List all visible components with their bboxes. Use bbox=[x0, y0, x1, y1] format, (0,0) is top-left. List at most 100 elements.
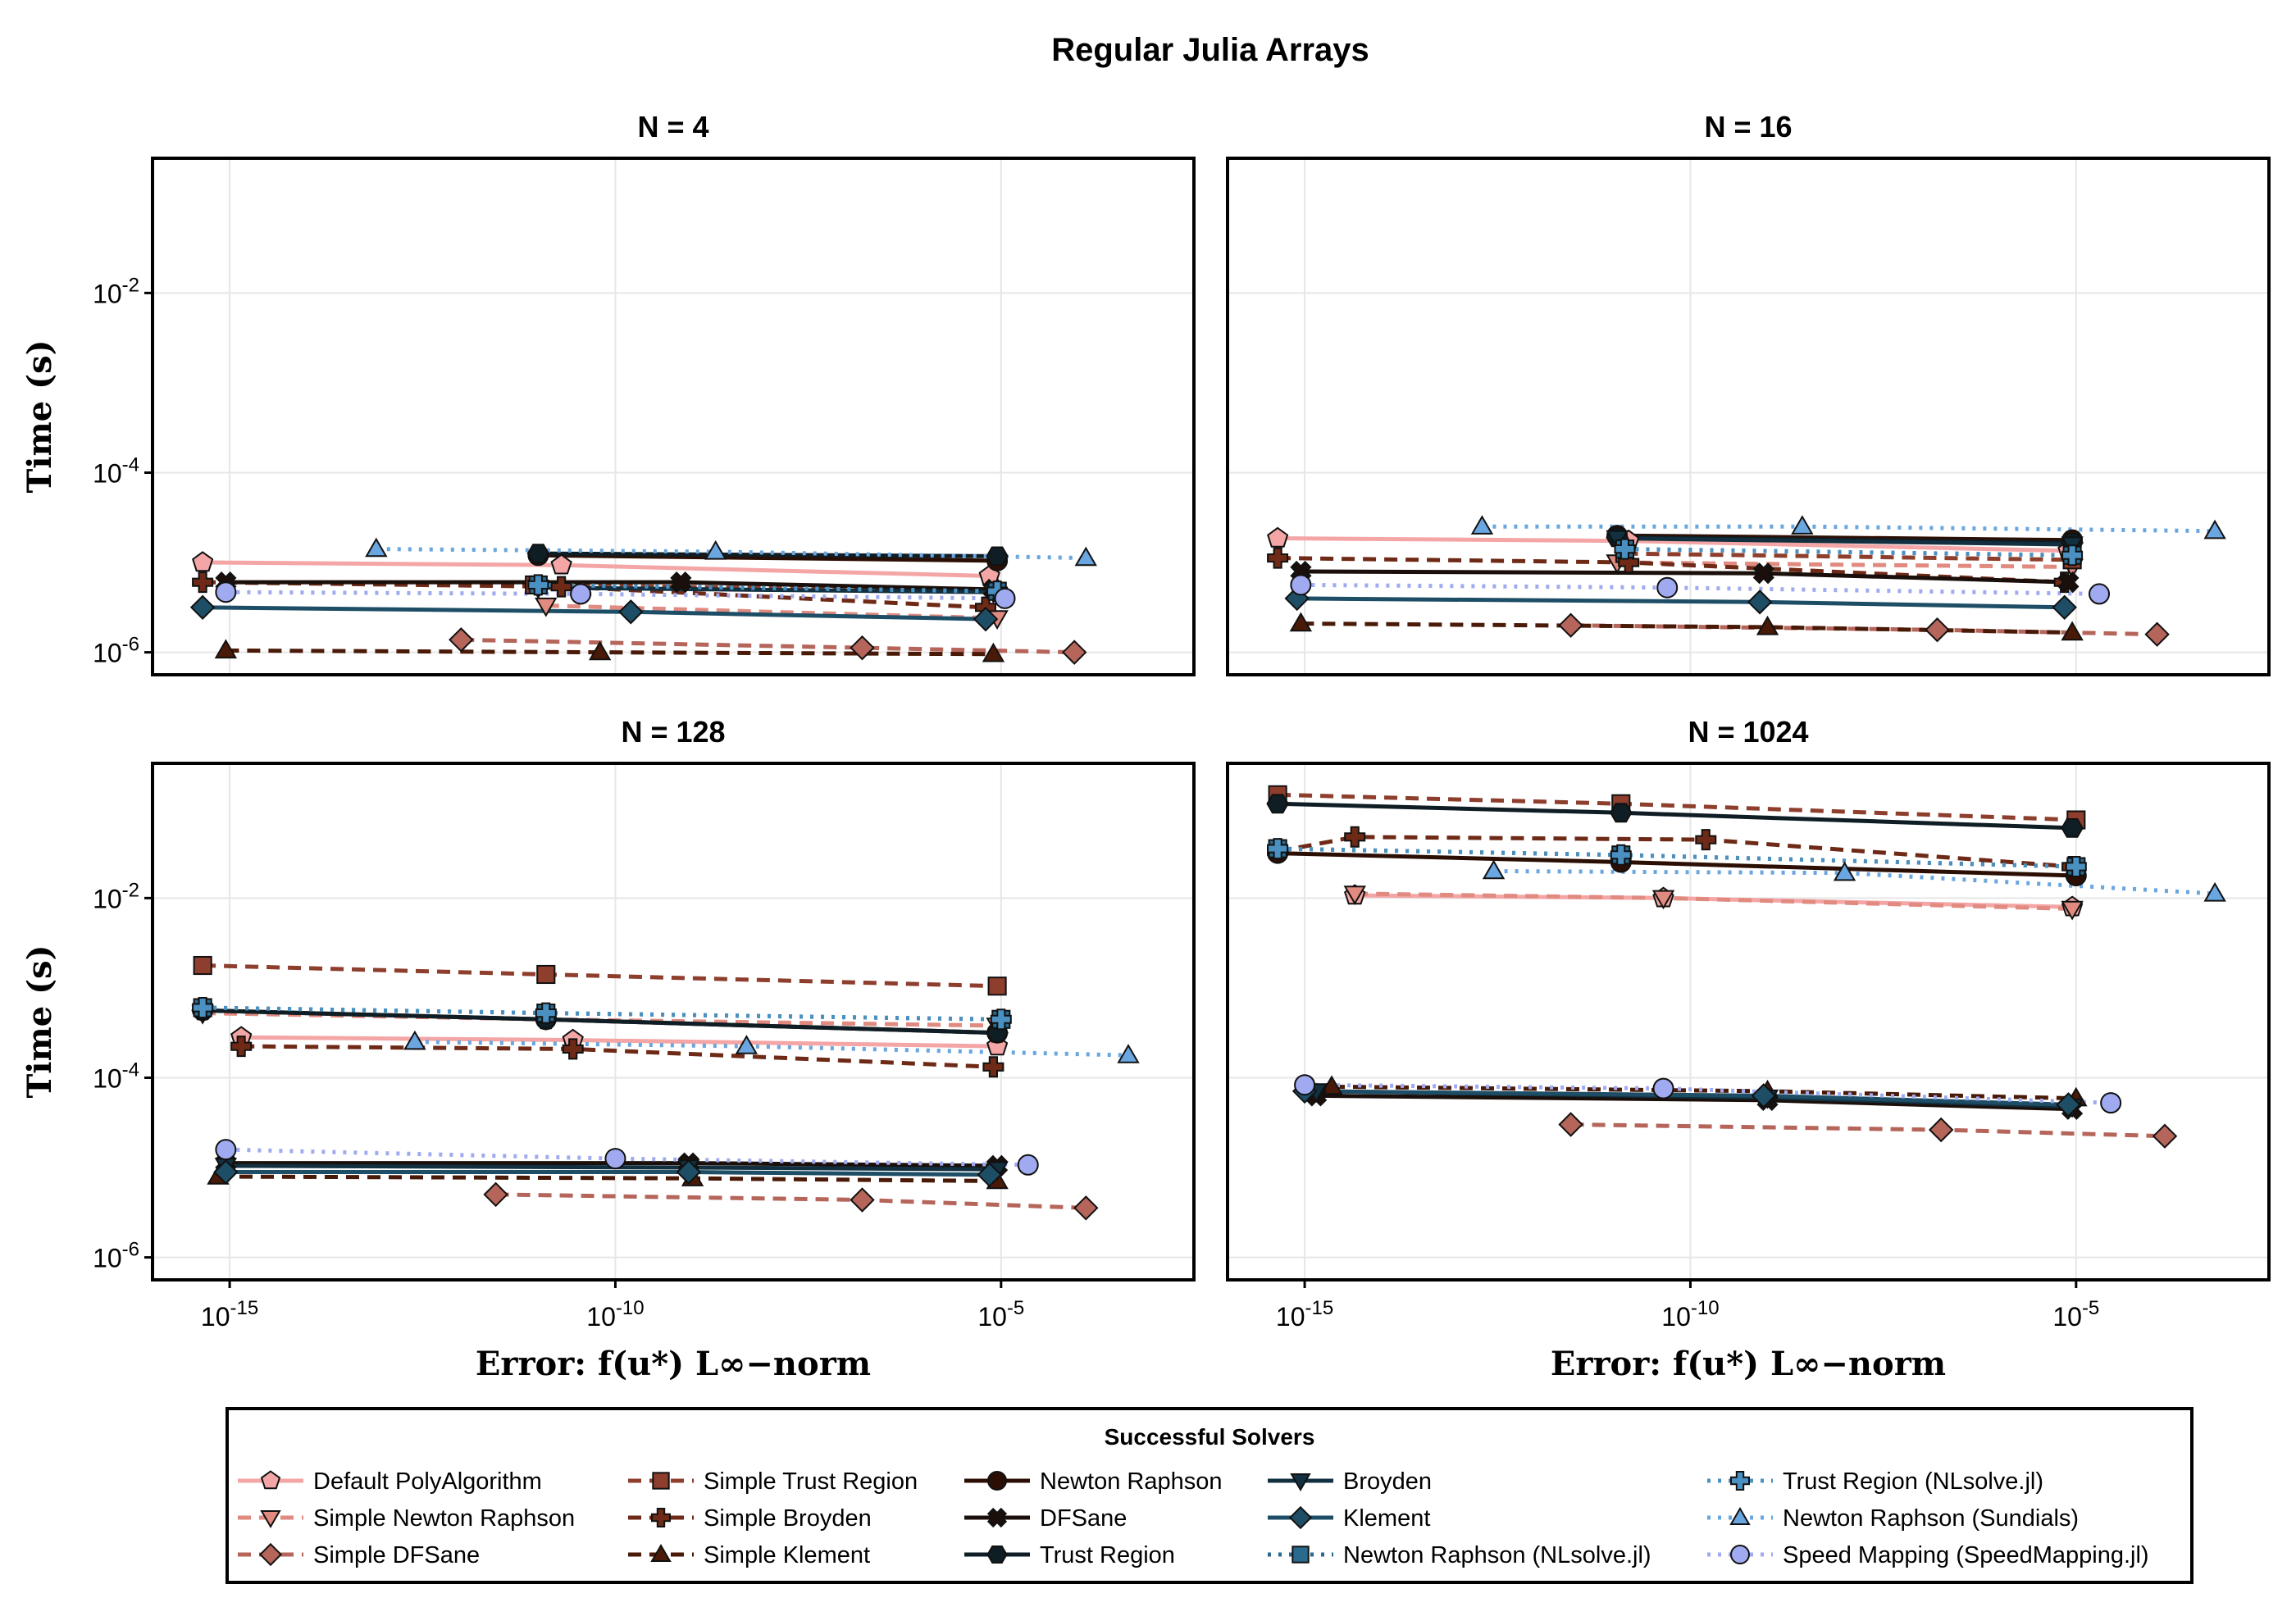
data-point bbox=[550, 553, 572, 575]
data-point bbox=[2203, 519, 2226, 539]
panel-frame bbox=[1226, 762, 2271, 1282]
series-line bbox=[203, 560, 990, 578]
data-point bbox=[1747, 590, 1773, 615]
data-point bbox=[215, 581, 237, 603]
legend-label: Trust Region (NLsolve.jl) bbox=[1783, 1468, 2043, 1495]
legend-entry: Default PolyAlgorithm bbox=[238, 1468, 542, 1495]
legend-entry: Speed Mapping (SpeedMapping.jl) bbox=[1707, 1542, 2149, 1568]
x-tick-label: 10-5 bbox=[977, 1297, 1024, 1332]
legend-entry: Simple Trust Region bbox=[628, 1468, 918, 1495]
data-point bbox=[526, 544, 550, 563]
data-point bbox=[192, 551, 214, 572]
data-point bbox=[214, 639, 238, 659]
data-point bbox=[2089, 583, 2111, 605]
panel-1: N = 4 10-6 10-4 10-2 Time (s) bbox=[20, 110, 1196, 676]
data-point bbox=[483, 1181, 508, 1208]
data-point bbox=[2144, 621, 2170, 647]
data-point bbox=[1289, 612, 1313, 632]
series-line bbox=[203, 963, 998, 989]
legend-entry: Newton Raphson (Sundials) bbox=[1707, 1505, 2079, 1532]
legend-swatch-marker bbox=[650, 1544, 672, 1562]
data-point bbox=[994, 587, 1016, 609]
data-point bbox=[550, 576, 572, 598]
data-point bbox=[193, 955, 212, 976]
data-point bbox=[1618, 552, 1640, 573]
legend-swatch-marker bbox=[260, 1470, 281, 1490]
panels: N = 4 10-6 10-4 10-2 Time (s) N = 16 N = 128 10… bbox=[20, 110, 2271, 1383]
legend-swatch-marker bbox=[1290, 1473, 1311, 1491]
data-point bbox=[588, 640, 612, 661]
data-point bbox=[1610, 844, 1632, 866]
legend-swatch-marker bbox=[986, 1507, 1008, 1528]
series-line bbox=[1301, 621, 2073, 635]
legend-entry: Simple Newton Raphson bbox=[238, 1505, 575, 1532]
data-point bbox=[1558, 1112, 1583, 1137]
data-point bbox=[1017, 1154, 1039, 1176]
series-line bbox=[376, 547, 1086, 561]
y-tick-label: 10-2 bbox=[93, 879, 139, 913]
legend-swatch-marker bbox=[987, 1471, 1007, 1491]
data-point bbox=[230, 1036, 253, 1058]
data-point bbox=[213, 1159, 239, 1185]
data-point bbox=[215, 1139, 237, 1161]
data-point bbox=[2152, 1123, 2178, 1149]
data-point bbox=[1482, 859, 1506, 880]
series-line bbox=[226, 648, 994, 657]
data-point bbox=[192, 997, 214, 1018]
data-point bbox=[2100, 1092, 2122, 1114]
data-point bbox=[1343, 885, 1366, 905]
series-line bbox=[538, 553, 998, 563]
y-tick-label: 10-2 bbox=[93, 274, 139, 308]
legend-label: Default PolyAlgorithm bbox=[313, 1468, 542, 1495]
panel-title: N = 4 bbox=[637, 110, 708, 143]
legend-entry: Newton Raphson bbox=[964, 1468, 1222, 1495]
legend-entry: Simple DFSane bbox=[238, 1542, 480, 1568]
data-point bbox=[704, 539, 727, 560]
data-point bbox=[1752, 562, 1774, 585]
data-point bbox=[403, 1030, 426, 1050]
legend-swatch-marker bbox=[260, 1510, 281, 1528]
data-point bbox=[986, 546, 1009, 567]
series-line bbox=[1296, 596, 2065, 610]
legend-swatch-marker bbox=[1730, 1545, 1750, 1564]
legend-label: Speed Mapping (SpeedMapping.jl) bbox=[1783, 1542, 2149, 1568]
series-line bbox=[241, 1044, 994, 1069]
data-point bbox=[449, 627, 474, 653]
data-point bbox=[982, 1056, 1004, 1078]
series-line bbox=[226, 1147, 1028, 1168]
data-point bbox=[670, 571, 692, 594]
data-point bbox=[676, 1159, 702, 1185]
data-point bbox=[1791, 515, 1814, 535]
data-point bbox=[1117, 1044, 1140, 1063]
panel-title: N = 1024 bbox=[1688, 715, 1808, 749]
data-point bbox=[2057, 571, 2080, 594]
series-line bbox=[1482, 524, 2216, 534]
data-point bbox=[2203, 881, 2226, 902]
data-point bbox=[1294, 1074, 1316, 1096]
legend-label: Newton Raphson (Sundials) bbox=[1783, 1505, 2079, 1532]
data-point bbox=[1925, 617, 1950, 643]
data-point bbox=[365, 537, 388, 558]
data-point bbox=[2061, 900, 2084, 921]
x-tick-label: 10-15 bbox=[1276, 1297, 1333, 1332]
series-line bbox=[538, 585, 994, 594]
series-line bbox=[1301, 582, 2100, 596]
data-point bbox=[990, 1008, 1012, 1031]
legend-box bbox=[226, 1407, 2194, 1584]
data-point bbox=[1073, 1195, 1099, 1221]
data-point bbox=[1656, 576, 1679, 599]
panel-frame bbox=[151, 157, 1196, 676]
chart-title: Regular Julia Arrays bbox=[1051, 32, 1369, 68]
legend-swatch-marker bbox=[1730, 1471, 1750, 1491]
legend-entry: Trust Region bbox=[964, 1542, 1175, 1568]
series-line bbox=[495, 1192, 1086, 1210]
legend-entry: Klement bbox=[1268, 1505, 1430, 1532]
data-point bbox=[1290, 574, 1312, 596]
data-point bbox=[1651, 890, 1675, 910]
legend-swatch-marker bbox=[1292, 1546, 1310, 1564]
legend-label: Klement bbox=[1343, 1505, 1430, 1532]
data-point bbox=[1756, 615, 1779, 635]
data-point bbox=[1833, 861, 1856, 881]
legend-label: Trust Region bbox=[1040, 1542, 1175, 1568]
